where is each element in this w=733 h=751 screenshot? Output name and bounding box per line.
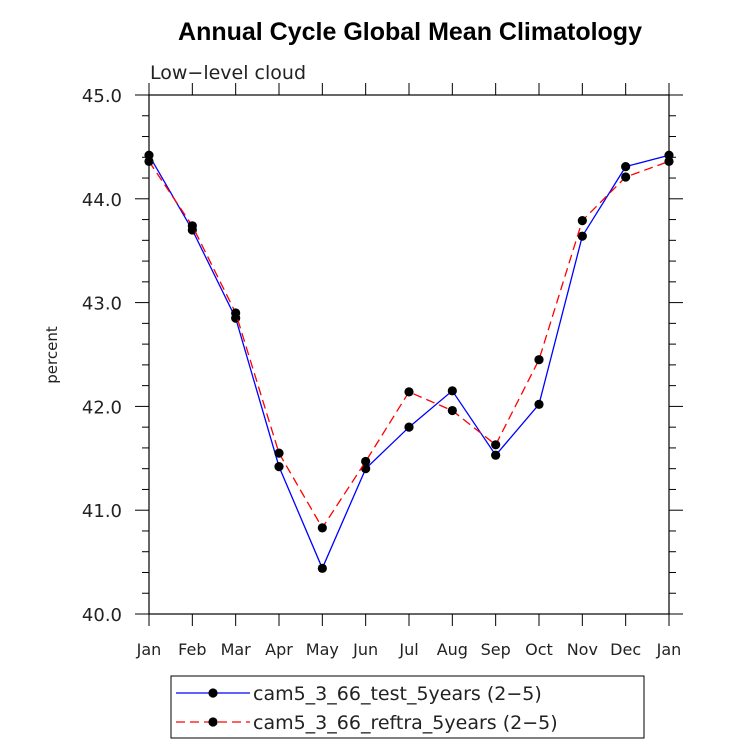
data-point xyxy=(577,231,587,241)
legend-marker xyxy=(208,688,218,698)
data-point xyxy=(317,563,327,573)
x-tick-label: Dec xyxy=(610,640,641,659)
data-point xyxy=(361,464,371,474)
x-tick-label: Nov xyxy=(567,640,598,659)
data-point xyxy=(447,386,457,396)
plot-frame xyxy=(148,94,670,615)
data-point xyxy=(187,221,197,231)
y-tick-label: 43.0 xyxy=(82,294,122,315)
data-point xyxy=(447,405,457,416)
x-tick-label: Aug xyxy=(437,640,468,659)
y-tick-label: 40.0 xyxy=(82,605,122,626)
data-point xyxy=(664,156,674,167)
chart-title: Annual Cycle Global Mean Climatology xyxy=(178,18,642,46)
data-point xyxy=(534,399,544,409)
x-tick-label: Jun xyxy=(352,640,378,659)
data-point xyxy=(317,523,327,533)
y-tick-label: 44.0 xyxy=(82,190,122,211)
data-point xyxy=(404,422,414,432)
data-point xyxy=(491,450,501,460)
data-point xyxy=(621,172,631,182)
x-tick-label: Jan xyxy=(656,640,682,659)
series-line xyxy=(148,160,670,530)
data-point xyxy=(404,387,414,397)
legend-entry: cam5_3_66_reftra_5years (2−5) xyxy=(176,712,558,734)
axis-ticks xyxy=(135,83,683,626)
y-axis-label: percent xyxy=(43,326,61,384)
data-point xyxy=(231,308,241,318)
x-tick-label: Jan xyxy=(136,640,162,659)
data-point xyxy=(361,456,371,467)
legend: cam5_3_66_test_5years (2−5) cam5_3_66_ref… xyxy=(170,675,645,739)
x-tick-label: Apr xyxy=(265,640,293,659)
x-tick-label: Sep xyxy=(481,640,511,659)
x-tick-label: Oct xyxy=(525,640,553,659)
legend-label: cam5_3_66_test_5years (2−5) xyxy=(253,683,542,705)
data-point xyxy=(491,440,501,450)
series-1 xyxy=(144,150,674,573)
legend-items: cam5_3_66_test_5years (2−5) cam5_3_66_ref… xyxy=(176,683,558,734)
chart-subtitle: Low−level cloud xyxy=(150,62,306,84)
data-point xyxy=(534,355,544,365)
x-tick-label: Mar xyxy=(221,640,252,659)
x-tick-labels: Jan Feb Mar Apr May Jun Jul Aug Sep Oct Nov Dec Jan xyxy=(136,640,682,659)
data-point xyxy=(577,215,587,226)
data-point xyxy=(274,448,284,458)
series-2 xyxy=(144,156,674,533)
y-tick-labels: 40.0 41.0 42.0 43.0 44.0 45.0 xyxy=(82,86,122,626)
legend-label: cam5_3_66_reftra_5years (2−5) xyxy=(253,712,558,734)
data-point xyxy=(621,162,631,172)
x-tick-label: May xyxy=(306,640,339,659)
legend-box xyxy=(170,675,645,739)
series-layer xyxy=(144,150,674,573)
legend-marker xyxy=(208,717,218,727)
y-tick-label: 41.0 xyxy=(82,501,122,522)
x-tick-label: Feb xyxy=(178,640,206,659)
legend-entry: cam5_3_66_test_5years (2−5) xyxy=(176,683,542,705)
series-line xyxy=(148,154,670,570)
data-point xyxy=(274,462,284,472)
x-tick-label: Jul xyxy=(398,640,418,659)
y-tick-label: 45.0 xyxy=(82,86,122,107)
data-point xyxy=(144,156,154,167)
y-tick-label: 42.0 xyxy=(82,397,122,418)
